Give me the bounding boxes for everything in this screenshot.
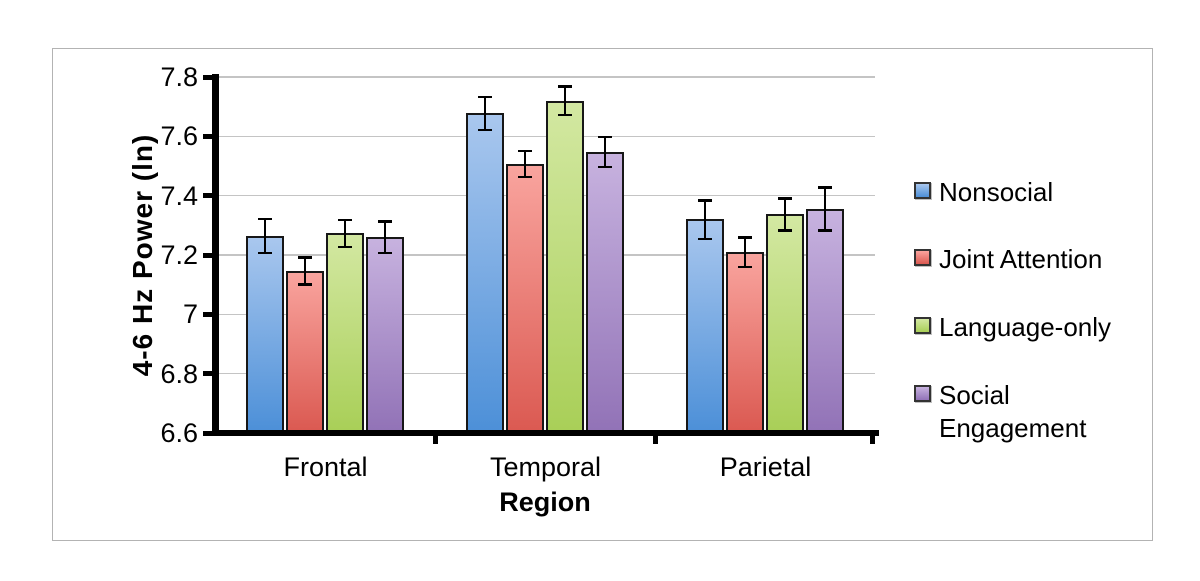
gridline [219, 76, 875, 78]
error-bar-cap-bottom [597, 165, 612, 169]
error-bar-cap-bottom [517, 175, 532, 179]
y-axis-tick [203, 74, 219, 80]
error-bar-cap-top [517, 149, 532, 153]
legend-item-joint-attention: Joint Attention [914, 243, 1102, 276]
x-axis-line [212, 430, 879, 436]
y-axis-tick [203, 133, 219, 139]
legend-swatch-nonsocial [914, 182, 931, 199]
bar-parietal-nonsocial [685, 219, 724, 432]
error-bar-line [263, 218, 266, 253]
y-tick-label: 7.6 [160, 121, 198, 152]
bar-frontal-language-only [325, 233, 364, 432]
error-bar-cap-bottom [337, 245, 352, 249]
bar-temporal-social-engagement [585, 151, 624, 432]
error-bar-cap-bottom [297, 283, 312, 286]
bar-frontal-joint-attention [285, 270, 324, 432]
error-bar-line [343, 219, 346, 247]
y-axis-tick [203, 311, 219, 317]
error-bar-cap-bottom [817, 229, 832, 232]
legend-label: Joint Attention [939, 244, 1103, 274]
error-bar-line [483, 96, 486, 130]
error-bar-cap-top [297, 256, 312, 259]
error-bar-cap-top [737, 236, 752, 239]
x-axis-title: Region [499, 487, 591, 517]
y-axis-title: 4-6 Hz Power (ln) [127, 133, 158, 377]
legend-swatch-joint-attention [914, 249, 931, 266]
error-bar-line [743, 237, 746, 267]
error-bar-cap-top [337, 218, 352, 222]
error-bar-cap-bottom [557, 113, 572, 117]
error-bar-line [523, 150, 526, 177]
error-bar-cap-top [697, 199, 712, 202]
error-bar-cap-top [777, 197, 792, 200]
error-bar-line [383, 221, 386, 253]
error-bar-cap-top [257, 217, 272, 220]
y-tick-label: 7.8 [160, 62, 198, 92]
y-axis-tick [203, 371, 219, 377]
error-bar-cap-bottom [377, 251, 392, 255]
error-bar-cap-top [597, 135, 612, 139]
y-tick-label: 7.2 [160, 240, 198, 270]
error-bar-line [563, 86, 566, 115]
legend-item-social-engagement: Social Engagement [914, 379, 1086, 445]
error-bar-line [823, 187, 826, 231]
legend-swatch-language-only [914, 317, 931, 334]
error-bar-cap-top [477, 95, 492, 99]
error-bar-line [783, 198, 786, 231]
legend-swatch-social-engagement [914, 385, 931, 402]
error-bar-cap-bottom [737, 265, 752, 269]
bar-frontal-nonsocial [245, 235, 284, 432]
error-bar-cap-bottom [777, 229, 792, 232]
y-axis-tick [203, 252, 219, 258]
y-axis-line [212, 74, 219, 436]
y-axis-tick [203, 430, 219, 436]
error-bar-cap-bottom [477, 128, 492, 131]
bar-temporal-language-only [545, 100, 584, 432]
error-bar-line [603, 136, 606, 167]
y-tick-label: 7.4 [160, 180, 198, 211]
bar-temporal-nonsocial [465, 113, 504, 432]
bar-parietal-joint-attention [725, 252, 764, 432]
error-bar-cap-bottom [697, 237, 712, 241]
legend-label: Social Engagement [939, 380, 1087, 443]
x-category-label-frontal: Frontal [283, 452, 368, 482]
legend-item-nonsocial: Nonsocial [914, 176, 1053, 209]
error-bar-cap-bottom [257, 251, 272, 255]
y-tick-label: 6.6 [160, 418, 198, 448]
legend-label: Nonsocial [939, 177, 1054, 207]
bar-parietal-language-only [765, 214, 804, 432]
x-axis-tick [870, 436, 875, 444]
bar-temporal-joint-attention [505, 163, 544, 432]
error-bar-cap-top [557, 85, 572, 88]
legend-item-language-only: Language-only [914, 311, 1111, 344]
error-bar-line [703, 200, 706, 239]
x-category-label-parietal: Parietal [719, 452, 812, 482]
error-bar-cap-top [377, 220, 392, 223]
bar-parietal-social-engagement [805, 208, 844, 432]
y-axis-tick [203, 193, 219, 199]
error-bar-cap-top [817, 186, 832, 189]
legend-label: Language-only [939, 312, 1112, 342]
x-axis-tick [653, 436, 658, 444]
y-tick-label: 6.8 [160, 358, 198, 389]
y-tick-label: 7 [182, 299, 198, 330]
bar-frontal-social-engagement [365, 237, 404, 432]
error-bar-line [303, 257, 306, 285]
x-category-label-temporal: Temporal [489, 452, 602, 482]
x-axis-tick [433, 436, 438, 444]
